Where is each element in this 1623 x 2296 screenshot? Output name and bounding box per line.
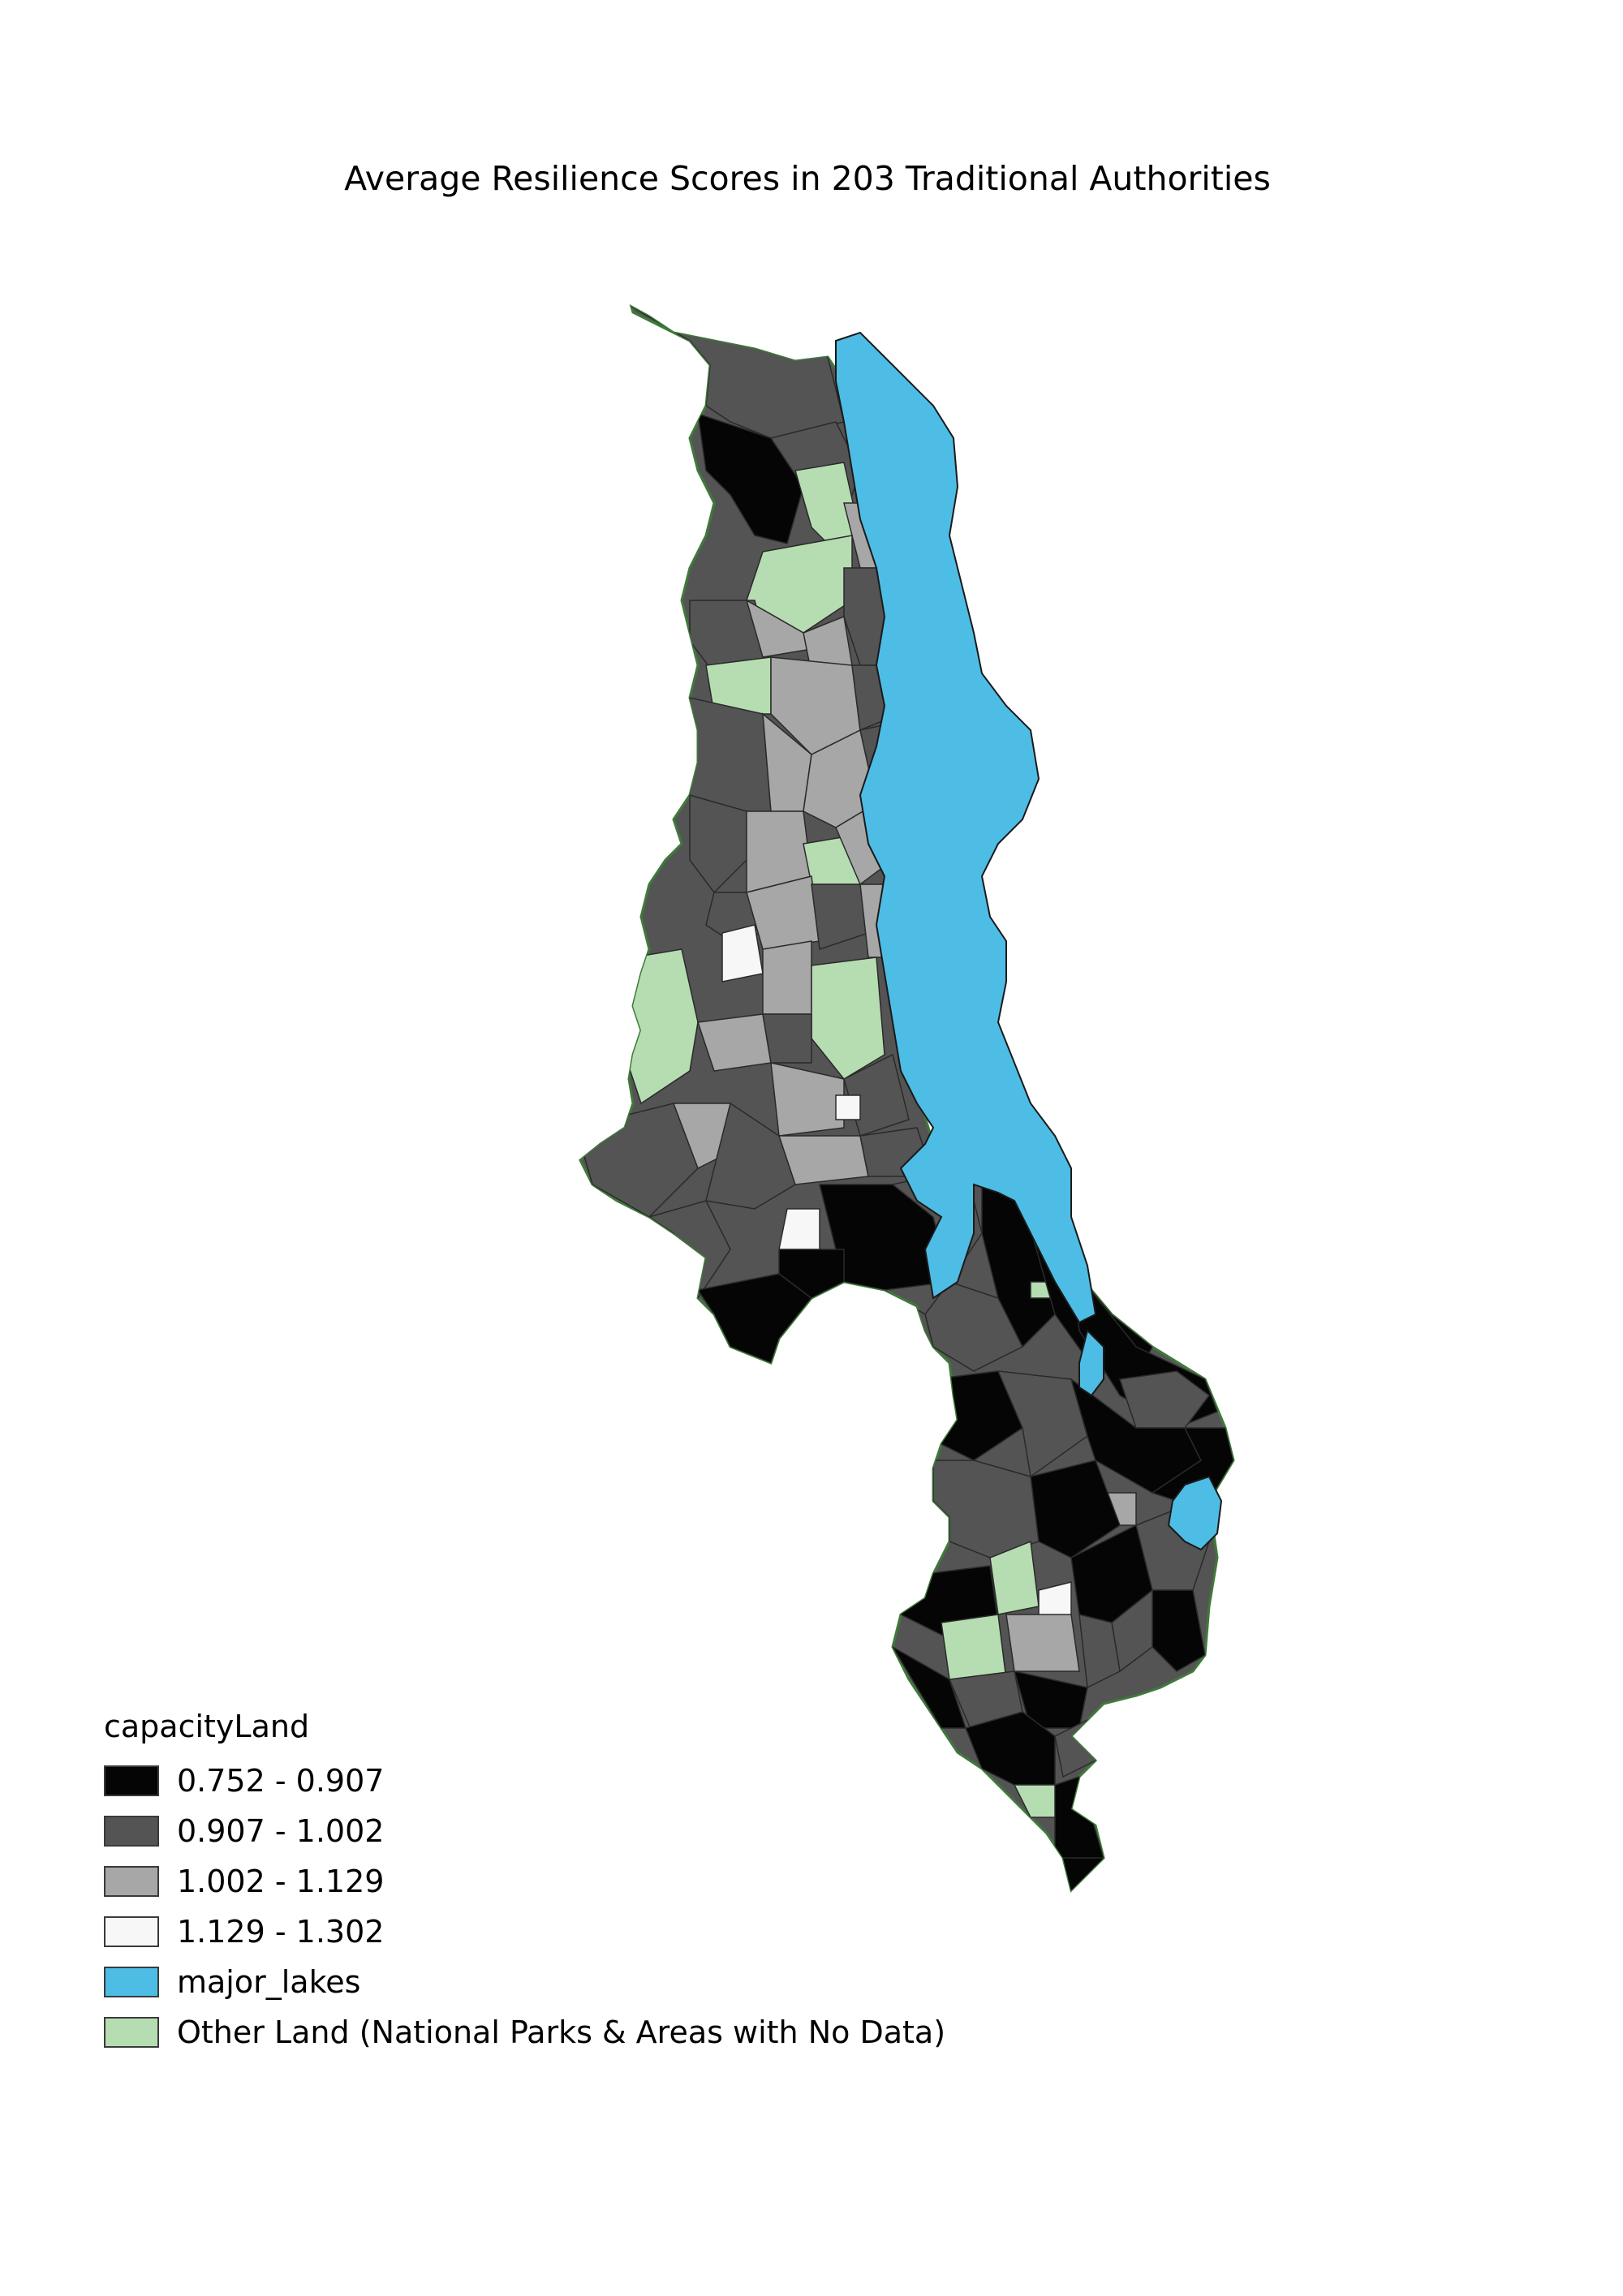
ta-region — [689, 794, 747, 894]
legend-item: Other Land (National Parks & Areas with … — [104, 2007, 945, 2057]
legend-swatch — [104, 1916, 159, 1947]
ta-region — [705, 1102, 796, 1210]
legend-label: 0.907 - 1.002 — [177, 1813, 385, 1849]
ta-region — [1005, 1614, 1080, 1672]
legend-label: 1.002 - 1.129 — [177, 1864, 385, 1899]
lake-malombe — [1078, 1329, 1104, 1397]
ta-region — [1078, 1614, 1121, 1689]
ta-region — [941, 1614, 1007, 1680]
ta-region — [778, 1249, 845, 1299]
ta-region — [762, 940, 812, 1015]
ta-region — [689, 697, 772, 812]
legend-label: major_lakes — [177, 1964, 361, 2000]
ta-region — [770, 1062, 845, 1137]
map-title: Average Resilience Scores in 203 Traditi… — [344, 159, 1271, 198]
legend-item: 1.002 - 1.129 — [104, 1856, 945, 1907]
legend-swatch — [104, 1816, 159, 1847]
ta-region — [890, 1645, 967, 1729]
ta-region — [997, 1370, 1088, 1478]
ta-region — [777, 1135, 869, 1185]
ta-region — [1119, 1370, 1211, 1429]
ta-region — [1046, 1857, 1105, 1890]
ta-region — [835, 1094, 861, 1120]
lake-chilwa — [1167, 1475, 1223, 1551]
legend-swatch — [104, 1967, 159, 1997]
ta-region — [746, 535, 853, 634]
legend-label: 1.129 - 1.302 — [177, 1914, 385, 1950]
legend: capacityLand 0.752 - 0.907 0.907 - 1.002… — [104, 1705, 945, 2057]
legend-item: 0.907 - 1.002 — [104, 1806, 945, 1856]
legend-title: capacityLand — [104, 1709, 310, 1744]
legend-swatch — [104, 2017, 159, 2048]
legend-item: 1.129 - 1.302 — [104, 1907, 945, 1957]
major-lakes — [835, 331, 1223, 1551]
ta-region — [762, 1013, 812, 1064]
legend-swatch — [104, 1866, 159, 1897]
ta-region — [721, 924, 764, 982]
legend-item: major_lakes — [104, 1957, 945, 2007]
legend-item: 0.752 - 0.907 — [104, 1756, 945, 1806]
lake-malawi — [835, 331, 1097, 1324]
legend-swatch — [104, 1765, 159, 1796]
legend-label: 0.752 - 0.907 — [177, 1763, 385, 1799]
legend-label: Other Land (National Parks & Areas with … — [177, 2014, 946, 2050]
